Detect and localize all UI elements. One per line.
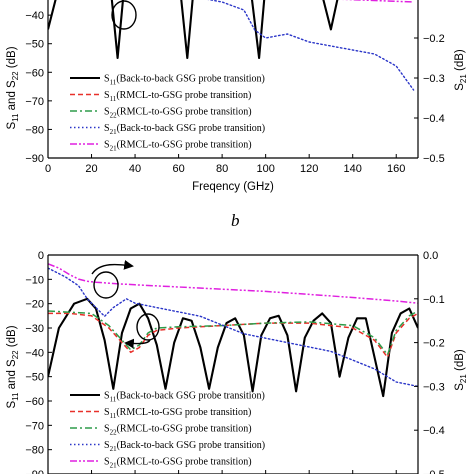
y2-tick-label: −0.3 bbox=[423, 73, 445, 85]
series-line bbox=[48, 0, 339, 60]
x-tick-label: 160 bbox=[387, 163, 405, 175]
y2-axis-title: S21 (dB) bbox=[454, 349, 468, 391]
legend-label: S22(RMCL-to-GSG probe transition) bbox=[104, 107, 252, 120]
series-line bbox=[48, 312, 418, 358]
y2-axis-title: S21 (dB) bbox=[454, 49, 468, 91]
x-tick-label: 120 bbox=[300, 163, 318, 175]
series-line bbox=[48, 263, 418, 304]
series-line bbox=[48, 310, 418, 356]
y-tick-label: −60 bbox=[25, 67, 44, 79]
legend-label: S21(RMCL-to-GSG probe transition) bbox=[104, 140, 252, 153]
legend-label: S21(Back-to-back GSG probe transition) bbox=[104, 123, 265, 136]
y2-tick-label: −0.4 bbox=[423, 425, 445, 437]
y-tick-label: 0 bbox=[38, 250, 44, 262]
y-tick-label: −40 bbox=[25, 347, 44, 359]
x-tick-label: 20 bbox=[85, 163, 97, 175]
y2-tick-label: −0.2 bbox=[423, 338, 445, 350]
highlight-ellipse-s21 bbox=[93, 271, 119, 299]
legend: S11(Back-to-back GSG probe transition) S1… bbox=[70, 391, 265, 470]
legend-label: S11(Back-to-back GSG probe transition) bbox=[104, 74, 265, 87]
y-tick-label: −90 bbox=[25, 153, 44, 165]
series-line bbox=[341, 0, 414, 3]
highlight-ellipse-s11 bbox=[136, 313, 160, 341]
series-line bbox=[48, 267, 418, 388]
x-tick-label: 0 bbox=[45, 163, 51, 175]
x-axis-title: Freqency (GHz) bbox=[192, 181, 274, 193]
x-tick-label: 40 bbox=[129, 163, 141, 175]
y-tick-label: −90 bbox=[25, 469, 44, 474]
series-line bbox=[48, 297, 418, 398]
y2-tick-label: −0.3 bbox=[423, 381, 445, 393]
y2-tick-label: −0.5 bbox=[423, 469, 445, 474]
y-tick-label: −70 bbox=[25, 96, 44, 108]
x-tick-label: 140 bbox=[344, 163, 362, 175]
series-line bbox=[207, 0, 415, 91]
panel-b-label: b bbox=[231, 211, 240, 230]
x-tick-label: 60 bbox=[172, 163, 184, 175]
panel-a-chart: −90 −80 −70 −60 −50 −40 −0.5 −0.4 −0.3 −0.2 0 20 40 6… bbox=[6, 0, 468, 193]
y-axis-title: S11 and S22 (dB) bbox=[6, 325, 20, 408]
y-axis-title: S11 and S22 (dB) bbox=[6, 46, 20, 129]
y-tick-label: −80 bbox=[25, 124, 44, 136]
y2-tick-label: −0.1 bbox=[423, 294, 445, 306]
legend-label: S11(Back-to-back GSG probe transition) bbox=[104, 391, 265, 404]
y-tick-label: −40 bbox=[25, 10, 44, 22]
y2-tick-label: −0.2 bbox=[423, 33, 445, 45]
legend: S11(Back-to-back GSG probe transition) S1… bbox=[70, 74, 265, 153]
y-tick-label: −50 bbox=[25, 39, 44, 51]
panel-b-chart: −90 −80 −70 −60 −50 −40 −30 −20 −10 0 −0.5 −0.4 −0.3… bbox=[6, 250, 468, 474]
arrow-to-left-axis bbox=[124, 338, 151, 349]
y2-tick-label: −0.5 bbox=[423, 153, 445, 165]
legend-label: S11(RMCL-to-GSG probe transition) bbox=[104, 407, 251, 420]
y-tick-label: −50 bbox=[25, 372, 44, 384]
y-tick-label: −60 bbox=[25, 396, 44, 408]
x-tick-label: 80 bbox=[216, 163, 228, 175]
y-tick-label: −10 bbox=[25, 274, 44, 286]
legend-label: S11(RMCL-to-GSG probe transition) bbox=[104, 90, 251, 103]
legend-label: S21(RMCL-to-GSG probe transition) bbox=[104, 457, 252, 470]
y2-tick-label: 0.0 bbox=[423, 250, 438, 262]
y-tick-label: −70 bbox=[25, 420, 44, 432]
y2-tick-label: −0.4 bbox=[423, 113, 445, 125]
y-tick-label: −30 bbox=[25, 323, 44, 335]
arrow-to-right-axis bbox=[91, 260, 134, 275]
x-tick-label: 100 bbox=[256, 163, 274, 175]
highlight-ellipse bbox=[111, 0, 137, 30]
annotations bbox=[91, 0, 160, 349]
legend-label: S22(RMCL-to-GSG probe transition) bbox=[104, 424, 252, 437]
legend-label: S21(Back-to-back GSG probe transition) bbox=[104, 440, 265, 453]
y-tick-label: −80 bbox=[25, 445, 44, 457]
series-group bbox=[48, 0, 415, 91]
series-group bbox=[48, 263, 418, 398]
y-tick-label: −20 bbox=[25, 299, 44, 311]
